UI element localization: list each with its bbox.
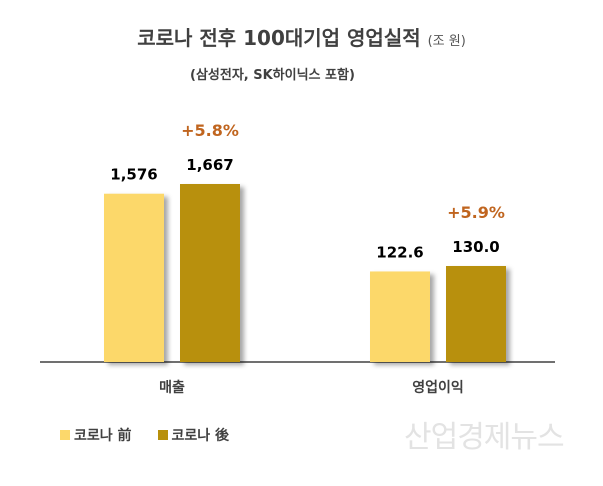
growth-annotation: +5.9% — [447, 203, 505, 222]
legend-label-after: 코로나 後 — [171, 428, 230, 444]
legend-label-before: 코로나 前 — [74, 428, 132, 444]
category-label: 영업이익 — [412, 379, 464, 396]
chart-subtitle: (삼성전자, SK하이닉스 포함) — [190, 68, 355, 83]
chart-title: 코로나 전후 100대기업 영업실적 (조 원) — [137, 26, 466, 50]
watermark-logo: 산업경제뉴스 — [404, 420, 565, 455]
data-label: 122.6 — [376, 243, 423, 261]
data-label: 1,576 — [110, 166, 157, 184]
bar-0-1 — [180, 184, 240, 362]
bar-1-0 — [370, 271, 430, 362]
unit-label: (조 원) — [427, 34, 466, 49]
growth-annotation: +5.8% — [181, 121, 239, 140]
data-label: 1,667 — [186, 156, 233, 174]
bar-1-1 — [446, 266, 506, 362]
legend-swatch-before — [60, 430, 70, 440]
bar-0-0 — [104, 193, 164, 362]
legend-item-after: 코로나 後 — [157, 425, 230, 445]
category-label: 매출 — [159, 379, 185, 396]
legend-item-before: 코로나 前 — [60, 425, 132, 445]
legend-swatch-after — [157, 430, 168, 440]
data-label: 130.0 — [452, 238, 499, 256]
legend: 코로나 前 코로나 後 — [60, 425, 229, 445]
